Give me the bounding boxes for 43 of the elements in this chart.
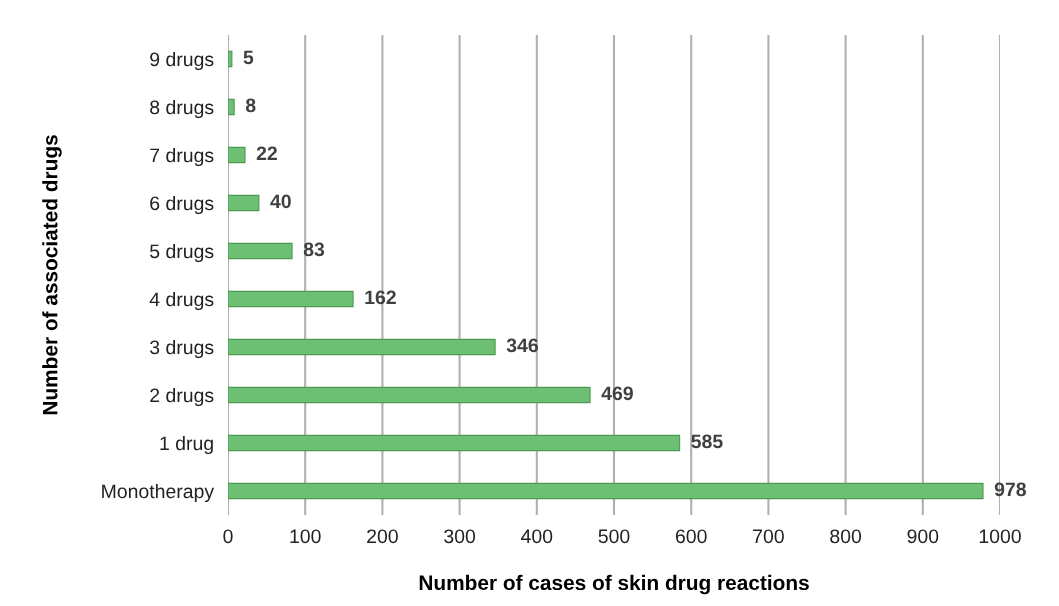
- data-label: 162: [365, 290, 396, 305]
- bar: [228, 290, 354, 308]
- data-label: 8: [245, 98, 256, 113]
- bar: [228, 98, 235, 116]
- y-tick-label: 9 drugs: [150, 51, 214, 71]
- x-tick-label: 1000: [979, 529, 1021, 544]
- y-tick-label: 8 drugs: [150, 99, 214, 119]
- x-tick-label: 300: [444, 529, 476, 544]
- y-tick-label: 6 drugs: [150, 195, 214, 215]
- x-tick-label: 100: [290, 529, 321, 544]
- bar: [228, 146, 246, 164]
- y-tick-label: 1 drug: [160, 435, 213, 455]
- data-label: 22: [256, 146, 277, 161]
- y-tick-label: Monotherapy: [102, 483, 215, 503]
- x-tick-label: 700: [753, 529, 784, 544]
- x-tick-label: 200: [367, 529, 398, 544]
- y-tick-label: 5 drugs: [150, 243, 214, 263]
- data-label: 40: [270, 194, 291, 209]
- x-tick-label: 800: [830, 529, 862, 544]
- data-label: 978: [994, 482, 1026, 497]
- bar: [228, 386, 591, 404]
- y-axis-title: Number of associated drugs: [42, 135, 62, 415]
- x-axis-title: Number of cases of skin drug reactions: [419, 574, 809, 595]
- x-tick-label: 600: [675, 529, 707, 544]
- data-label: 469: [601, 386, 633, 401]
- x-tick-label: 900: [907, 529, 939, 544]
- data-label: 346: [506, 338, 538, 353]
- bar: [228, 482, 984, 500]
- x-tick-label: 400: [521, 529, 553, 544]
- data-label: 5: [243, 50, 254, 65]
- y-tick-label: 3 drugs: [150, 339, 214, 359]
- bar: [228, 194, 260, 212]
- bar: [228, 338, 496, 356]
- bar: [228, 50, 233, 68]
- bar: [228, 242, 293, 260]
- x-tick-label: 0: [223, 529, 233, 544]
- data-label: 83: [303, 242, 325, 257]
- y-tick-label: 2 drugs: [150, 387, 214, 407]
- bar: [228, 434, 681, 452]
- x-tick-label: 500: [598, 529, 630, 544]
- y-tick-label: 7 drugs: [150, 147, 214, 167]
- y-tick-label: 4 drugs: [149, 291, 214, 311]
- data-label: 585: [691, 434, 723, 449]
